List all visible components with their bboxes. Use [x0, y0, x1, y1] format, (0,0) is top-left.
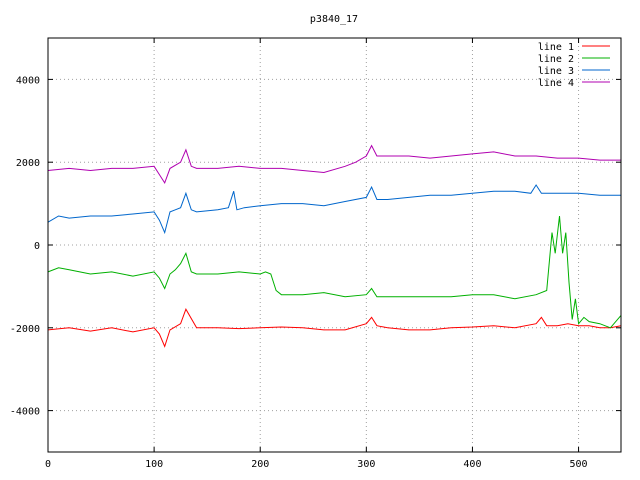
x-tick-label: 200: [251, 459, 269, 470]
chart-title: p3840_17: [310, 14, 358, 25]
x-tick-label: 100: [145, 459, 163, 470]
y-tick-label: 0: [34, 241, 40, 252]
y-tick-label: 2000: [16, 158, 40, 169]
x-tick-label: 0: [45, 459, 51, 470]
series-line-1: [47, 308, 622, 348]
series-line-2: [47, 215, 622, 329]
x-tick-label: 300: [357, 459, 375, 470]
series-lines: [47, 144, 622, 348]
axis-ticks: 0 100 200 300 400 500 -4000 -2000 0 2000 4000: [10, 38, 621, 470]
grid: [48, 38, 621, 452]
x-tick-label: 500: [570, 459, 588, 470]
plot-frame: [47, 37, 622, 453]
legend-label: line 4: [538, 78, 574, 89]
legend-label: line 2: [538, 54, 574, 65]
legend-label: line 3: [538, 66, 574, 77]
y-tick-label: 4000: [16, 75, 40, 86]
y-tick-label: -4000: [10, 407, 40, 418]
series-line-4: [47, 144, 621, 185]
y-tick-label: -2000: [10, 324, 40, 335]
series-line-3: [47, 184, 621, 235]
legend-label: line 1: [538, 42, 574, 53]
x-tick-label: 400: [463, 459, 481, 470]
